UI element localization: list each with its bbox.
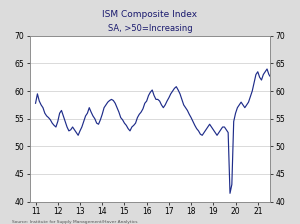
Text: Source: Institute for Supply Management/Haver Analytics: Source: Institute for Supply Management/… xyxy=(12,220,137,224)
Text: SA, >50=Increasing: SA, >50=Increasing xyxy=(108,24,192,32)
Text: ISM Composite Index: ISM Composite Index xyxy=(102,10,198,19)
